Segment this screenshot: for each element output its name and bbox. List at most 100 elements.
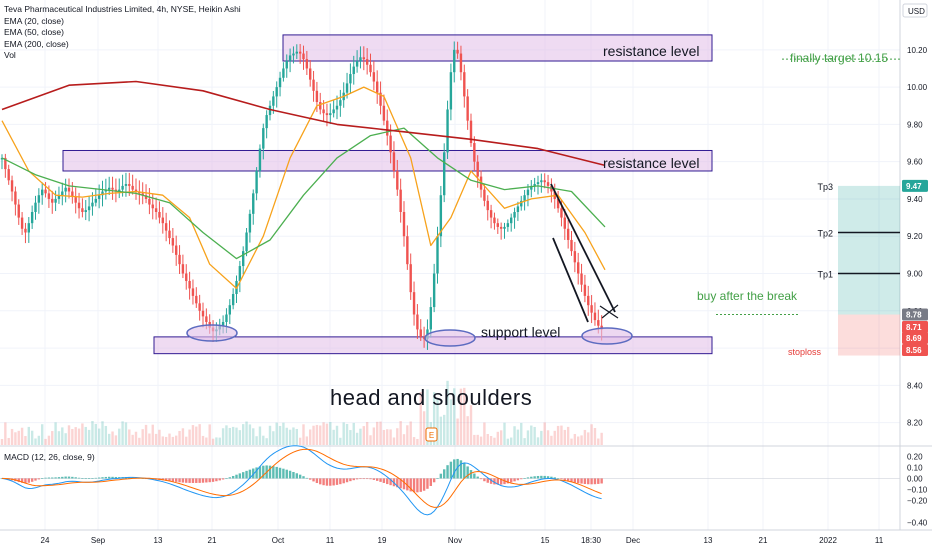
macd-hist-bar xyxy=(332,478,335,486)
macd-hist-bar xyxy=(238,473,242,479)
candle-body xyxy=(298,51,302,54)
macd-legend[interactable]: MACD (12, 26, close, 9) xyxy=(4,452,95,462)
candle-body xyxy=(503,226,506,229)
macd-hist-bar xyxy=(499,478,503,485)
volume-bar xyxy=(372,427,376,445)
candle-body xyxy=(14,191,17,205)
volume-bar xyxy=(242,424,245,445)
ema200-legend[interactable]: EMA (200, close) xyxy=(4,38,69,49)
volume-bar xyxy=(466,416,469,445)
volume-bar xyxy=(305,436,309,445)
macd-hist-bar xyxy=(540,475,543,479)
volume-legend[interactable]: Vol xyxy=(4,50,16,60)
candle-body xyxy=(91,202,94,207)
candle-body xyxy=(295,51,298,54)
volume-bar xyxy=(288,429,292,445)
macd-hist-bar xyxy=(489,478,493,484)
candle-body xyxy=(108,187,111,190)
volume-bar xyxy=(44,438,47,445)
candle-body xyxy=(158,211,161,218)
volume-bar xyxy=(309,429,312,445)
volume-bar xyxy=(570,438,573,445)
macd-hist-bar xyxy=(61,476,64,479)
candle-body xyxy=(577,262,580,274)
candle-body xyxy=(406,236,409,265)
macd-hist-bar xyxy=(47,477,51,479)
volume-bar xyxy=(225,425,228,445)
volume-bar xyxy=(479,436,483,445)
candle-body xyxy=(198,303,201,311)
candle-body xyxy=(439,195,443,237)
volume-bar xyxy=(352,422,355,445)
macd-hist-bar xyxy=(288,470,292,479)
candle-body xyxy=(151,204,154,209)
macd-hist-bar xyxy=(225,478,228,480)
price-badge xyxy=(902,344,928,356)
symbol-title[interactable]: Teva Pharmaceutical Industries Limited, … xyxy=(4,4,241,14)
candle-body xyxy=(352,66,355,75)
macd-hist-bar xyxy=(412,478,416,493)
volume-bar xyxy=(64,433,67,445)
macd-hist-bar xyxy=(312,478,315,482)
macd-hist-bar xyxy=(108,476,111,479)
price-badge xyxy=(902,332,928,344)
macd-tick-label: 0.10 xyxy=(907,463,923,472)
macd-hist-bar xyxy=(566,478,570,481)
volume-bar xyxy=(215,437,218,445)
macd-hist-bar xyxy=(389,478,392,486)
volume-bar xyxy=(499,430,503,445)
volume-bar xyxy=(600,432,603,445)
candle-body xyxy=(389,135,392,153)
volume-bar xyxy=(298,437,302,445)
macd-hist-bar xyxy=(282,468,285,479)
macd-hist-bar xyxy=(278,467,282,479)
volume-bar xyxy=(235,427,238,445)
time-tick-label: 24 xyxy=(41,536,50,545)
ema50-legend[interactable]: EMA (50, close) xyxy=(4,27,64,37)
macd-hist-bar xyxy=(57,477,61,479)
macd-hist-bar xyxy=(352,478,355,481)
volume-bar xyxy=(158,429,161,445)
ema20-legend[interactable]: EMA (20, close) xyxy=(4,15,64,26)
volume-bar xyxy=(369,435,372,445)
macd-hist-bar xyxy=(382,478,386,483)
candle-body xyxy=(499,226,503,229)
volume-bar xyxy=(61,427,64,445)
macd-hist-bar xyxy=(342,478,345,484)
macd-hist-bar xyxy=(456,458,459,479)
candle-body xyxy=(148,198,151,205)
macd-hist-bar xyxy=(463,463,466,479)
time-tick-label: Oct xyxy=(272,536,285,545)
macd-hist-bar xyxy=(553,477,556,479)
time-tick-label: 21 xyxy=(759,536,768,545)
candle-body xyxy=(262,128,265,149)
macd-tick-label: −0.10 xyxy=(907,485,928,494)
volume-bar xyxy=(87,429,91,445)
macd-hist-bar xyxy=(523,478,526,479)
volume-bar xyxy=(175,435,178,445)
volume-bar xyxy=(77,428,81,445)
price-tick-label: 9.40 xyxy=(907,195,923,204)
macd-hist-bar xyxy=(268,465,272,479)
price-tick-label: 10.00 xyxy=(907,83,928,92)
candle-body xyxy=(459,53,463,73)
volume-bars xyxy=(0,380,603,445)
candle-body xyxy=(87,206,91,211)
volume-bar xyxy=(597,438,600,445)
macd-hist-bar xyxy=(91,478,94,479)
candle-body xyxy=(265,115,268,129)
candle-body xyxy=(20,217,24,229)
macd-hist-bar xyxy=(208,478,211,483)
macd-hist-bar xyxy=(325,478,329,486)
candle-body xyxy=(493,217,496,224)
macd-hist-bar xyxy=(386,478,389,485)
volume-bar xyxy=(550,435,553,445)
volume-bar xyxy=(111,431,114,445)
volume-bar xyxy=(94,423,97,445)
volume-bar xyxy=(238,430,242,445)
candle-body xyxy=(309,68,312,80)
candle-body xyxy=(587,295,590,306)
time-tick-label: Dec xyxy=(626,536,640,545)
loss-zone xyxy=(838,314,900,356)
